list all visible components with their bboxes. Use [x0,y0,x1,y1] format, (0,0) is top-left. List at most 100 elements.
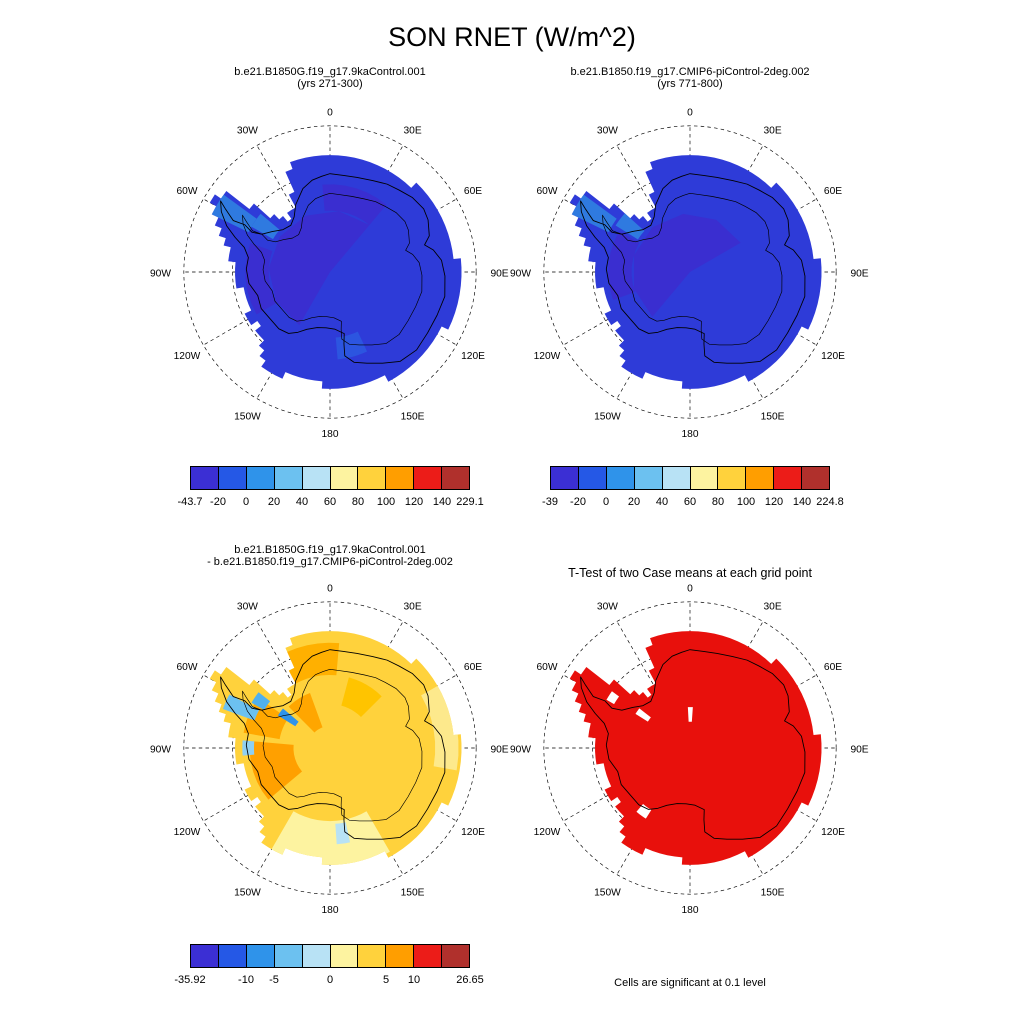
colorbar-tick-label: 100 [376,496,396,508]
svg-text:120W: 120W [174,351,201,362]
svg-text:30E: 30E [763,601,781,612]
svg-text:90W: 90W [150,744,171,755]
colorbar-tick-label: 26.65 [456,974,484,986]
colorbar-cell [746,467,775,489]
colorbar-tick-label: 20 [627,496,641,508]
field-contour [242,668,423,822]
colorbar-top-right [550,466,830,490]
figure-title: SON RNET (W/m^2) [388,22,636,52]
continent-data-fill [569,631,822,865]
colorbar-tick-label: 140 [792,496,812,508]
svg-text:30E: 30E [403,125,421,136]
colorbar-tick-label: -20 [210,496,226,508]
colorbar-cell [774,467,803,489]
svg-text:60W: 60W [176,662,197,673]
svg-text:180: 180 [321,905,338,916]
colorbar-tick-label: 20 [267,496,281,508]
colorbar-cell [442,467,470,489]
svg-text:60W: 60W [176,186,197,197]
colorbar-cell [802,467,830,489]
meridian-labels: 0 30E 60E 90E 120E 150E 180 150W 120W 90W 60W 30W [510,584,869,917]
svg-text:150E: 150E [401,887,425,898]
colorbar-cell [330,467,359,489]
svg-text:150W: 150W [234,887,261,898]
colorbar-cell [578,467,607,489]
colorbar-cell [718,467,747,489]
colorbar-cell [191,945,219,967]
colorbar-tick-label: -43.7 [177,496,203,508]
colorbar-top-left [190,466,470,490]
colorbar-tick-label: 5 [382,974,390,986]
panel-title-bottom-left-line1: b.e21.B1850G.f19_g17.9kaControl.001 [234,544,426,556]
colorbar-tick-label: -20 [570,496,586,508]
colorbar-top-left-labels: -43.7 -20 0 20 40 60 80 100 120 140 229.1 [177,496,483,510]
svg-text:120E: 120E [821,827,845,838]
svg-text:150E: 150E [761,887,785,898]
colorbar-bottom-left-labels: -35.92 -10 -5 0 5 10 26.65 [174,974,483,988]
map-top-right: 0 30E 60E 90E 120E 150E 180 150W 120W 90W 60W 30W [510,108,869,441]
svg-text:180: 180 [321,429,338,440]
colorbar-tick-label: 120 [404,496,424,508]
colorbar-cell [606,467,635,489]
continent-data-fill [569,155,822,389]
colorbar-cell [386,467,415,489]
svg-text:150E: 150E [761,411,785,422]
map-top-left: 0 30E 60E 90E 120E 150E 180 150W 120W 90W 60W 30W [150,108,509,441]
svg-text:60E: 60E [464,186,482,197]
colorbar-cell [302,945,331,967]
svg-text:120E: 120E [821,351,845,362]
svg-text:90W: 90W [510,744,531,755]
svg-text:90E: 90E [850,268,868,279]
colorbar-tick-label: 80 [351,496,365,508]
svg-text:30E: 30E [403,601,421,612]
meridian-labels: 0 30E 60E 90E 120E 150E 180 150W 120W 90W 60W 30W [150,584,509,917]
svg-text:120E: 120E [461,351,485,362]
coastline [220,649,446,840]
svg-text:30W: 30W [597,601,618,612]
value-patches [606,691,693,819]
map-bottom-left: 0 30E 60E 90E 120E 150E 180 150W 120W 90W 60W 30W [150,584,509,917]
colorbar-tick-label: 40 [295,496,309,508]
colorbar-tick-label: 100 [736,496,756,508]
colorbar-cell [634,467,663,489]
panel-title-bottom-left-line2: - b.e21.B1850.f19_g17.CMIP6-piControl-2d… [207,556,453,568]
colorbar-tick-label: 60 [683,496,697,508]
colorbar-tick-label: 120 [764,496,784,508]
map-bottom-right: 0 30E 60E 90E 120E 150E 180 150W 120W 90W 60W 30W [510,584,869,917]
svg-text:0: 0 [687,584,693,595]
colorbar-cell [690,467,719,489]
svg-text:90W: 90W [150,268,171,279]
colorbar-cell [218,467,247,489]
colorbar-cell [358,467,387,489]
colorbar-bottom-left [190,944,470,968]
colorbar-cell [330,945,359,967]
colorbar-tick-label: -39 [542,496,558,508]
colorbar-tick-label: 229.1 [456,496,484,508]
colorbar-cell [246,467,275,489]
svg-text:60W: 60W [536,186,557,197]
colorbar-tick-label: 40 [655,496,669,508]
significance-caption: Cells are significant at 0.1 level [614,977,766,989]
panel-title-top-left-line1: b.e21.B1850G.f19_g17.9kaControl.001 [234,66,426,78]
colorbar-cell [551,467,579,489]
svg-text:120W: 120W [534,351,561,362]
colorbar-cell [218,945,247,967]
colorbar-cell [414,467,443,489]
colorbar-tick-label: -5 [269,974,279,986]
continent-data-fill [209,155,462,389]
panel-title-top-right-line2: (yrs 771-800) [657,78,723,90]
meridian-labels: 0 30E 60E 90E 120E 150E 180 150W 120W 90W 60W 30W [510,108,869,441]
svg-text:90W: 90W [510,268,531,279]
colorbar-cell [274,467,303,489]
colorbar-tick-label: 140 [432,496,452,508]
field-contour [242,192,423,346]
colorbar-cell [302,467,331,489]
svg-text:150W: 150W [234,411,261,422]
svg-text:90E: 90E [850,744,868,755]
panel-title-top-left-line2: (yrs 271-300) [297,78,363,90]
colorbar-tick-label: 0 [602,496,610,508]
colorbar-tick-label: 10 [407,974,421,986]
colorbar-tick-label: -35.92 [174,974,206,986]
colorbar-tick-label: 80 [711,496,725,508]
